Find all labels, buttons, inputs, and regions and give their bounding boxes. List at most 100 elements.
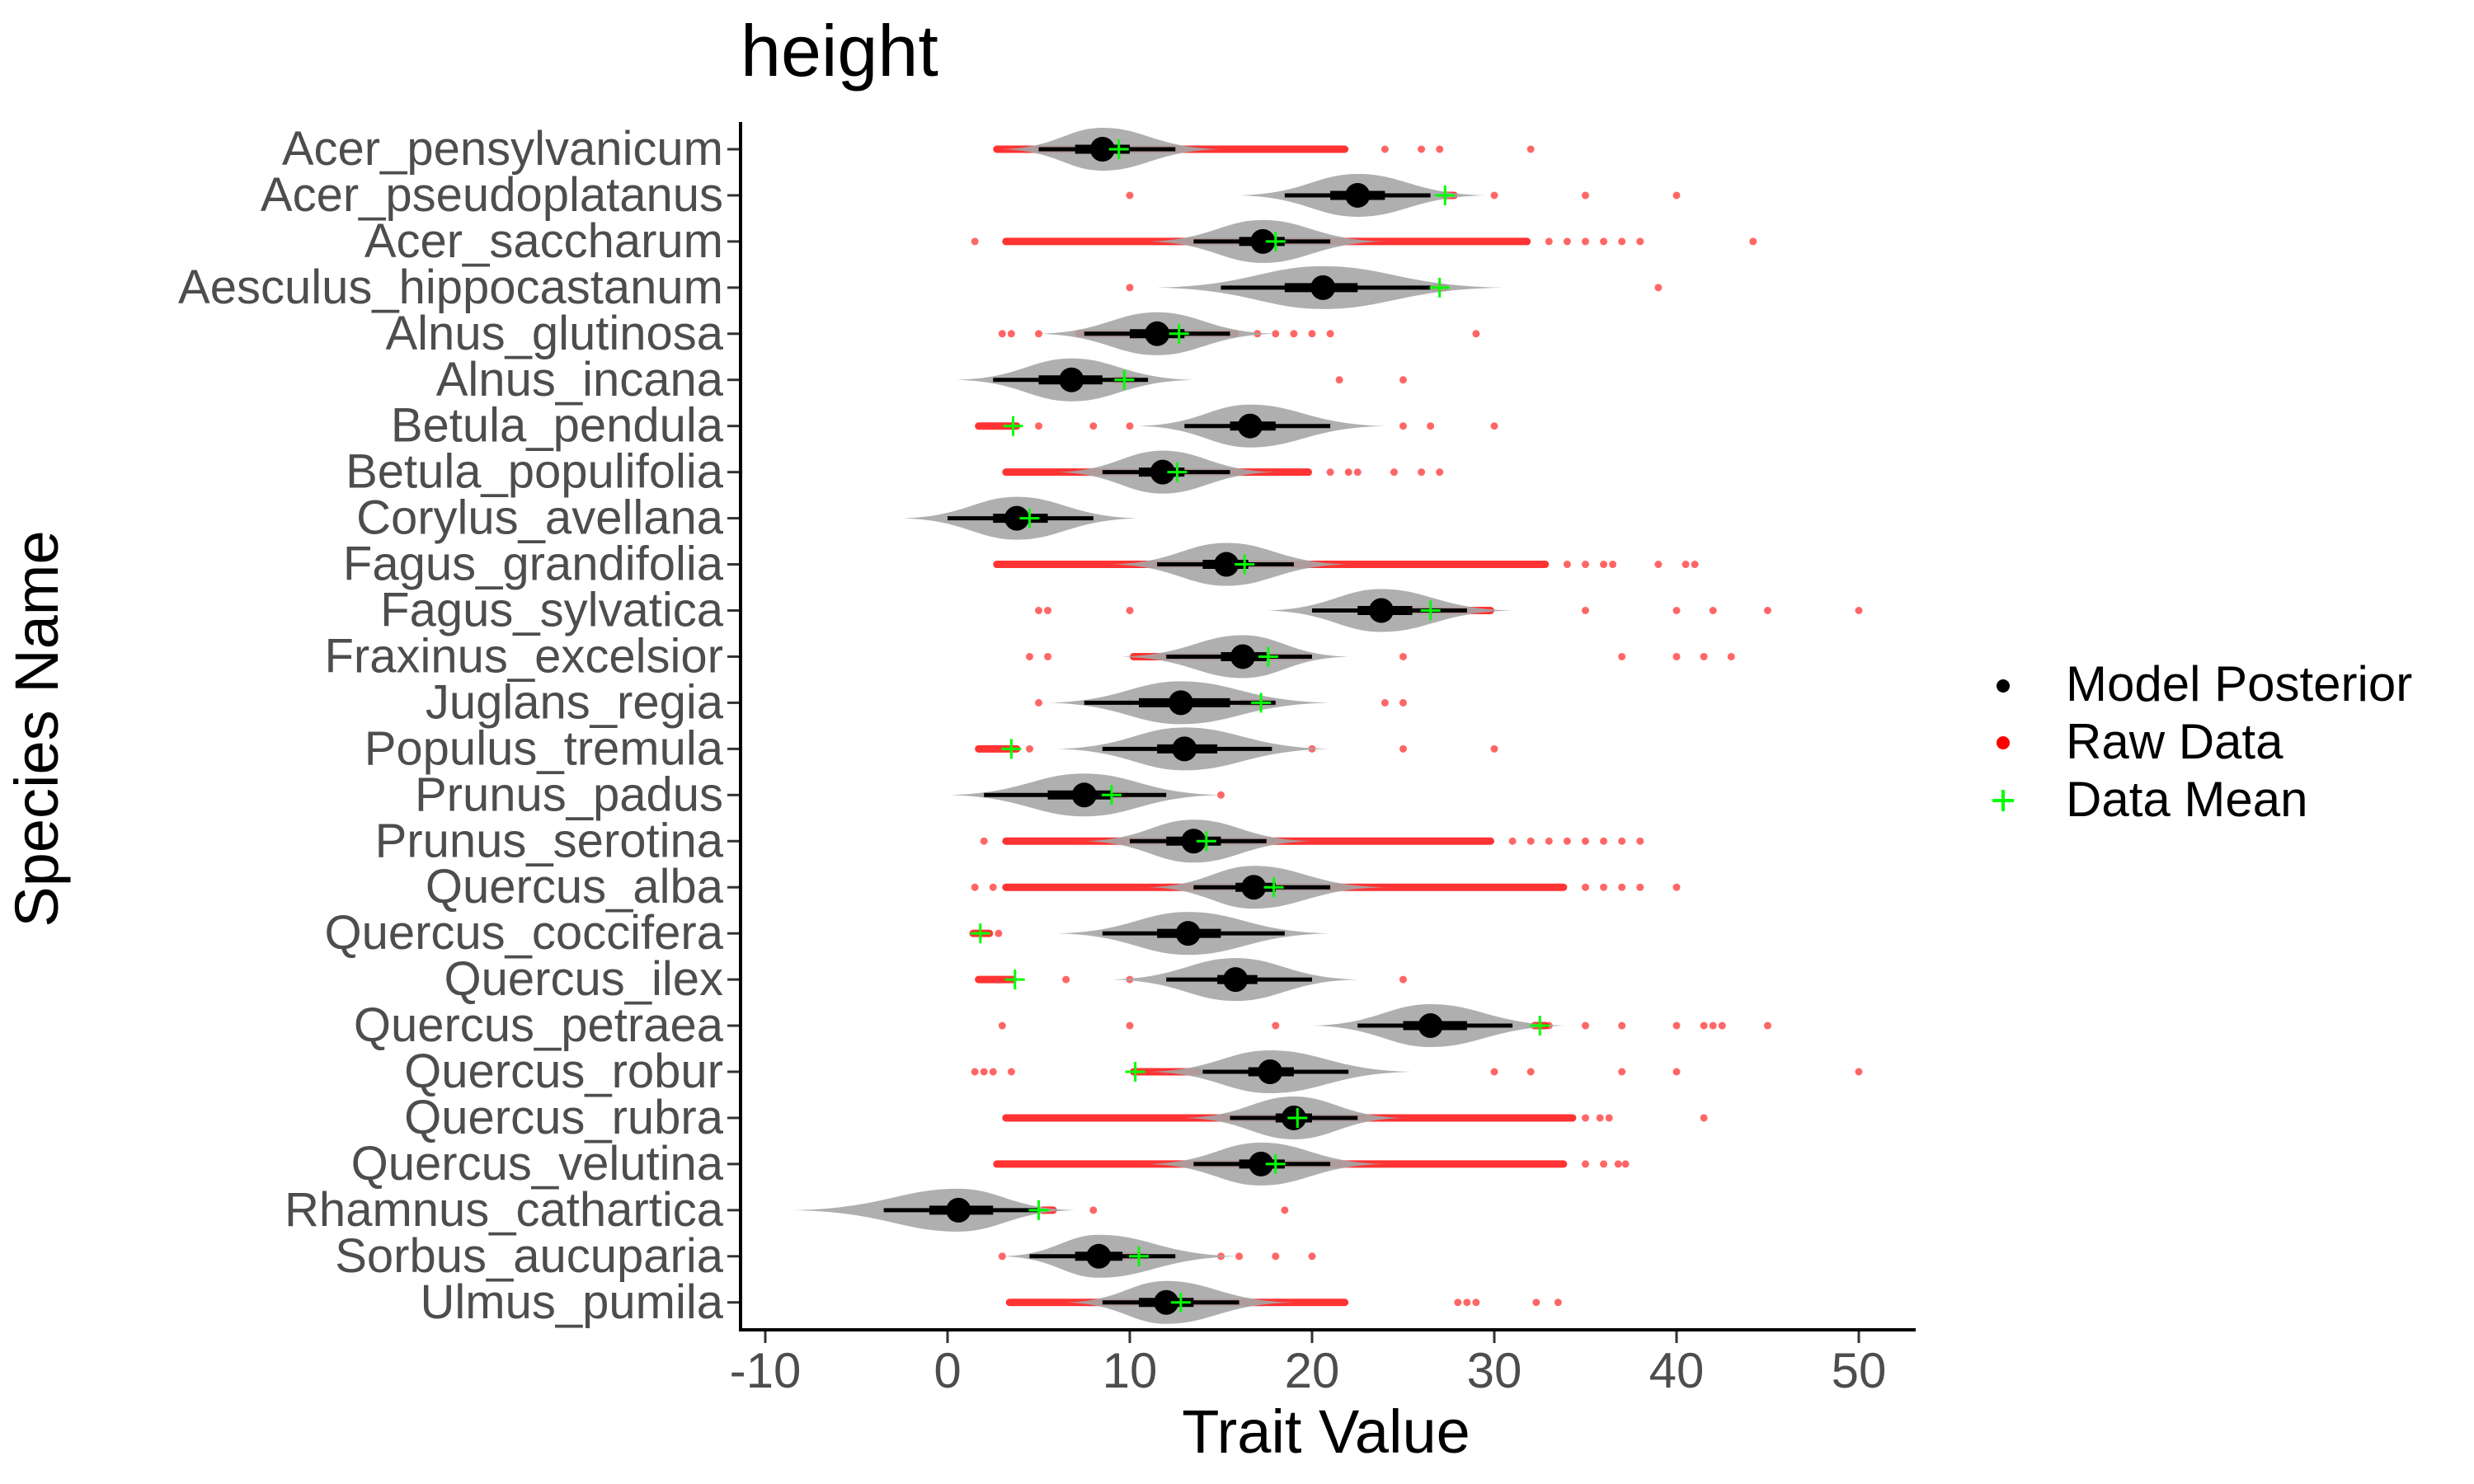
- raw-data-point: [1582, 883, 1589, 891]
- x-tick-label: 40: [1649, 1343, 1705, 1398]
- raw-data-point: [1727, 652, 1735, 660]
- y-tick-label: Aesculus_hippocastanum: [178, 261, 723, 314]
- data-mean-marker: [1429, 277, 1450, 298]
- raw-data: [975, 744, 1498, 753]
- raw-data-band: [975, 975, 1017, 984]
- posterior-median-point: [1154, 1289, 1179, 1315]
- raw-data-point: [998, 1021, 1006, 1030]
- raw-data-point: [1490, 191, 1498, 200]
- raw-data-point: [1605, 1114, 1613, 1122]
- raw-data-point: [1418, 145, 1426, 153]
- legend-label-mean: Data Mean: [2066, 772, 2308, 827]
- data-mean-marker: [1235, 554, 1255, 575]
- posterior-median-point: [1249, 1151, 1274, 1176]
- raw-data-point: [1600, 237, 1608, 246]
- raw-data-point: [1418, 468, 1426, 477]
- legend-symbol-posterior: [1997, 679, 2010, 693]
- raw-data-point: [1563, 561, 1571, 569]
- raw-data-point: [1672, 1068, 1681, 1076]
- legend-label-posterior: Model Posterior: [2066, 656, 2412, 711]
- data-mean-marker: [1001, 739, 1022, 759]
- species-row: Alnus_glutinosa: [385, 307, 1480, 360]
- posterior-median-point: [1004, 505, 1029, 531]
- posterior-median-point: [1345, 182, 1371, 208]
- y-tick-label: Quercus_petraea: [354, 998, 724, 1052]
- raw-data-point: [1427, 422, 1435, 430]
- y-tick-label: Corylus_avellana: [356, 491, 724, 545]
- data-mean-marker: [1265, 231, 1286, 251]
- raw-data-point: [1582, 191, 1589, 200]
- data-mean-marker: [1258, 646, 1278, 667]
- raw-data-point: [1490, 744, 1498, 753]
- raw-data-point: [1399, 652, 1407, 660]
- raw-data-band: [975, 422, 1021, 430]
- y-tick-label: Alnus_incana: [436, 353, 724, 406]
- data-mean-marker: [1265, 1153, 1286, 1174]
- posterior-median-point: [1230, 644, 1256, 669]
- raw-data-point: [1526, 1068, 1535, 1076]
- raw-data-point: [1025, 652, 1033, 660]
- y-tick-label: Rhamnus_cathartica: [285, 1183, 724, 1237]
- data-mean-marker: [1108, 139, 1129, 159]
- raw-data-point: [1600, 1160, 1608, 1168]
- raw-data-point: [1672, 883, 1681, 891]
- raw-data-point: [1700, 1021, 1708, 1030]
- raw-data-point: [1618, 652, 1626, 660]
- species-row: Quercus_petraea: [354, 998, 1771, 1052]
- raw-data-point: [1399, 422, 1407, 430]
- species-row: Quercus_alba: [426, 860, 1681, 913]
- y-tick-label: Alnus_glutinosa: [385, 307, 723, 360]
- y-tick-label: Fagus_grandifolia: [343, 538, 724, 591]
- data-mean-marker: [1167, 462, 1188, 482]
- posterior-median-point: [1172, 736, 1197, 762]
- raw-data-point: [1709, 607, 1717, 614]
- y-tick-label: Quercus_velutina: [351, 1137, 724, 1190]
- raw-data-point: [1563, 237, 1571, 246]
- raw-data-point: [1582, 1114, 1589, 1122]
- raw-data-point: [1563, 837, 1571, 845]
- raw-data-point: [971, 883, 979, 891]
- raw-data-point: [1618, 1068, 1626, 1076]
- data-mean-marker: [1003, 416, 1023, 436]
- posterior-median-point: [1310, 275, 1336, 300]
- data-mean-marker: [1125, 1062, 1145, 1082]
- posterior-median-point: [1258, 1059, 1283, 1084]
- raw-data-point: [1545, 237, 1553, 246]
- raw-data-point: [1764, 607, 1771, 614]
- y-tick-label: Quercus_ilex: [444, 952, 723, 1006]
- data-mean-marker: [1004, 970, 1025, 990]
- raw-data-point: [1600, 561, 1608, 569]
- raw-data-point: [1290, 330, 1298, 338]
- y-tick-label: Acer_saccharum: [365, 214, 723, 268]
- raw-data-point: [1709, 1021, 1717, 1030]
- legend: Model Posterior Raw Data Data Mean: [1992, 656, 2412, 827]
- species-row: Quercus_ilex: [444, 952, 1407, 1006]
- posterior-median-point: [1089, 137, 1115, 162]
- raw-data-point: [1596, 1114, 1604, 1122]
- species-row: Acer_pseudoplatanus: [261, 168, 1681, 222]
- raw-data-point: [1380, 145, 1389, 153]
- posterior-median-point: [946, 1197, 971, 1223]
- y-tick-label: Prunus_serotina: [375, 814, 724, 867]
- raw-data-point: [1126, 1021, 1134, 1030]
- species-rows: Ulmus_pumilaSorbus_aucupariaRhamnus_cath…: [178, 122, 1863, 1329]
- raw-data-point: [1636, 883, 1644, 891]
- raw-data-band: [975, 744, 1021, 753]
- raw-data-point: [1600, 883, 1608, 891]
- raw-data-point: [1035, 698, 1042, 707]
- raw-data-point: [1618, 837, 1626, 845]
- species-row: Betula_populifolia: [346, 445, 1444, 499]
- chart-title: height: [741, 10, 938, 92]
- x-tick-label: 10: [1103, 1343, 1158, 1398]
- posterior-median-point: [1175, 921, 1201, 946]
- y-tick-label: Betula_pendula: [391, 399, 724, 453]
- species-row: Acer_pensylvanicum: [282, 122, 1535, 176]
- data-mean-marker: [1420, 600, 1441, 621]
- y-tick-label: Quercus_alba: [426, 860, 724, 913]
- data-mean-marker: [1435, 185, 1456, 205]
- species-row: Aesculus_hippocastanum: [178, 261, 1663, 314]
- data-mean-marker: [1170, 1292, 1191, 1313]
- raw-data-point: [1399, 698, 1407, 707]
- raw-data-point: [1582, 237, 1589, 246]
- raw-data-point: [1436, 145, 1444, 153]
